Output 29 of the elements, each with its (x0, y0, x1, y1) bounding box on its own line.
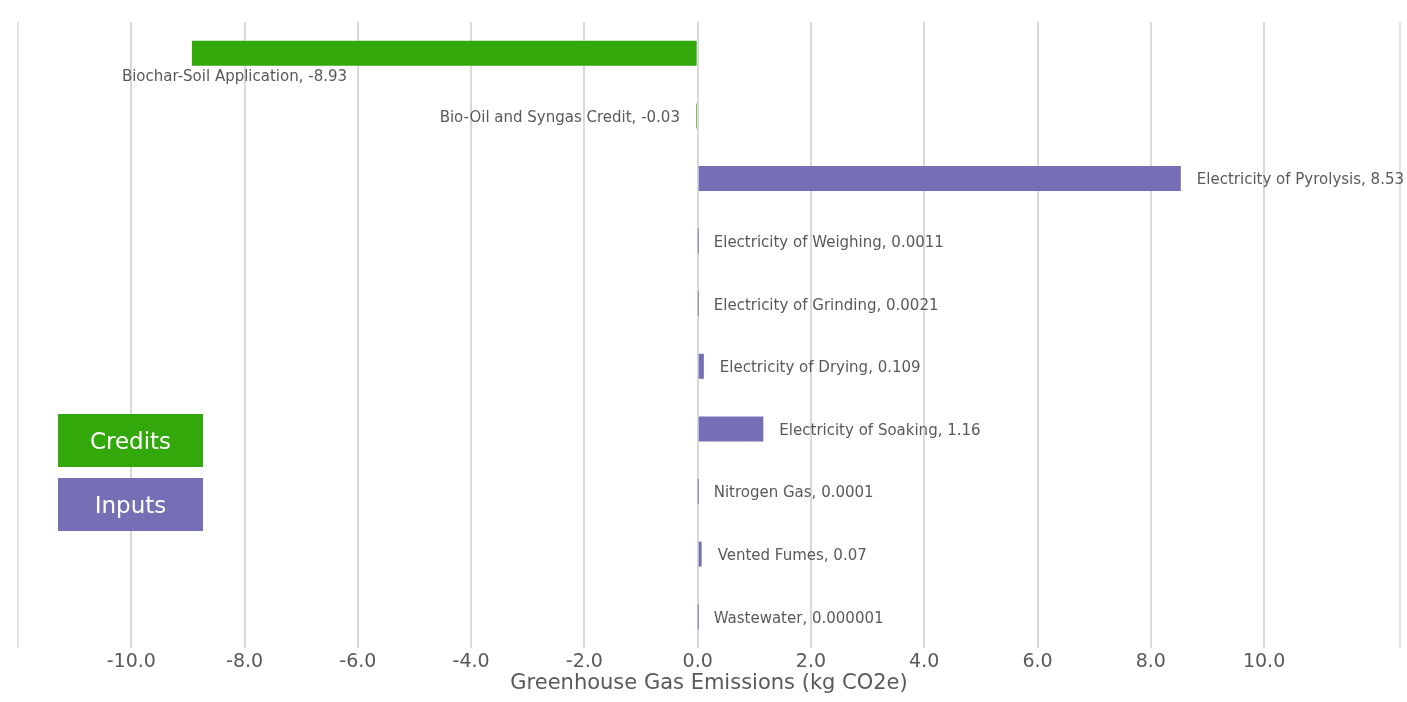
x-tick-label: -2.0 (565, 649, 603, 672)
data-label: Electricity of Drying, 0.109 (719, 358, 921, 377)
data-label: Biochar-Soil Application, -8.93 (121, 67, 348, 86)
bar (191, 40, 697, 66)
bar (698, 165, 1181, 192)
x-tick-label: 4.0 (909, 649, 940, 672)
bar (698, 416, 764, 442)
data-label: Wastewater, 0.000001 (713, 608, 884, 627)
data-label: Bio-Oil and Syngas Credit, -0.03 (439, 107, 680, 126)
x-tick-label: 6.0 (1022, 649, 1053, 672)
text: Inputs (58, 478, 203, 531)
data-label: Vented Fumes, 0.07 (717, 545, 867, 564)
x-tick-label: 2.0 (795, 649, 827, 672)
data-label: Electricity of Pyrolysis, 8.53 (1196, 170, 1405, 189)
bar (698, 541, 702, 567)
data-label: Electricity of Soaking, 1.16 (779, 420, 981, 439)
x-axis-title: Greenhouse Gas Emissions (kg CO2e) (510, 669, 908, 694)
x-tick-label: -4.0 (452, 649, 490, 672)
x-tick-label: -6.0 (339, 649, 377, 672)
x-tick-label: 8.0 (1135, 649, 1166, 672)
data-label: Nitrogen Gas, 0.0001 (713, 483, 874, 502)
data-label: Electricity of Grinding, 0.0021 (713, 295, 939, 314)
x-tick-label: -10.0 (106, 649, 156, 672)
bar (698, 353, 704, 379)
x-tick-label: 0.0 (682, 649, 713, 672)
text: Credits (58, 414, 203, 467)
x-tick-label: 10.0 (1242, 649, 1286, 672)
x-tick-label: -8.0 (226, 649, 264, 672)
data-label: Electricity of Weighing, 0.0011 (713, 232, 944, 251)
